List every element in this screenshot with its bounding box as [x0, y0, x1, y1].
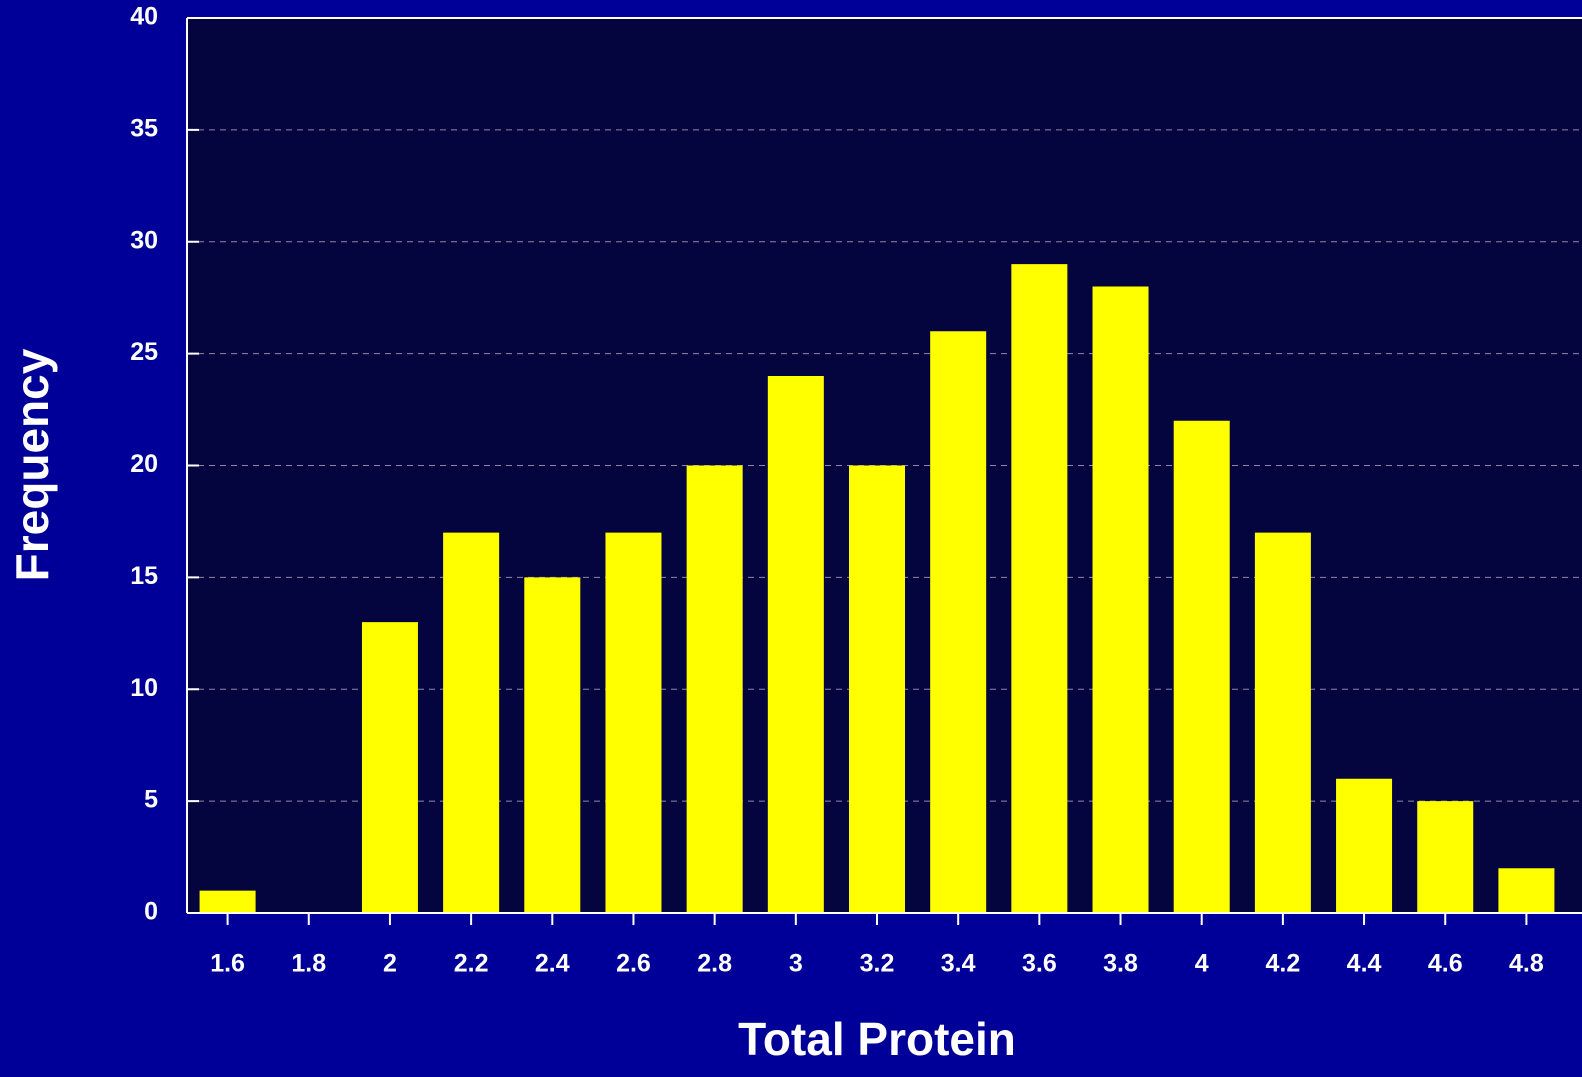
x-tick-label: 3.6 [1022, 950, 1057, 978]
x-tick-label: 4.2 [1265, 950, 1300, 978]
y-tick-label: 35 [130, 114, 158, 142]
x-tick-label: 3.2 [860, 950, 895, 978]
y-tick-label: 25 [130, 338, 158, 366]
x-tick-label: 3 [789, 950, 803, 978]
y-tick-label: 40 [130, 3, 158, 31]
x-tick-label: 3.8 [1103, 950, 1138, 978]
bar [443, 532, 500, 913]
x-axis-title: Total Protein [738, 1013, 1016, 1065]
y-tick-label: 15 [130, 562, 158, 590]
bar [686, 465, 743, 913]
bar [1254, 532, 1311, 913]
bar [605, 532, 662, 913]
y-tick-label: 10 [130, 674, 158, 702]
y-tick-label: 30 [130, 226, 158, 254]
x-tick-label: 1.6 [210, 950, 245, 978]
x-tick-label: 3.4 [941, 950, 976, 978]
x-tick-label: 4.6 [1428, 950, 1463, 978]
x-tick-label: 2.8 [697, 950, 732, 978]
x-tick-label: 2.4 [535, 950, 570, 978]
x-tick-label: 2.2 [454, 950, 489, 978]
bar [1417, 801, 1474, 913]
bar [199, 890, 256, 913]
x-tick-label: 2.6 [616, 950, 651, 978]
bar [361, 622, 418, 913]
bar [930, 331, 987, 913]
bar [1011, 264, 1068, 913]
x-tick-label: 4 [1195, 950, 1209, 978]
y-tick-label: 0 [144, 898, 158, 926]
y-tick-label: 20 [130, 450, 158, 478]
bar [848, 465, 906, 913]
bar [1498, 868, 1555, 913]
bar [1336, 778, 1393, 913]
x-tick-label: 4.4 [1347, 950, 1382, 978]
bar [1173, 420, 1230, 913]
x-tick-label: 4.8 [1509, 950, 1544, 978]
bar [767, 376, 824, 913]
x-tick-label: 2 [383, 950, 397, 978]
bar [524, 577, 581, 913]
y-tick-label: 5 [144, 786, 158, 814]
x-tick-label: 1.8 [291, 950, 326, 978]
bar [1092, 286, 1149, 913]
y-axis-title: Frequency [6, 348, 58, 581]
